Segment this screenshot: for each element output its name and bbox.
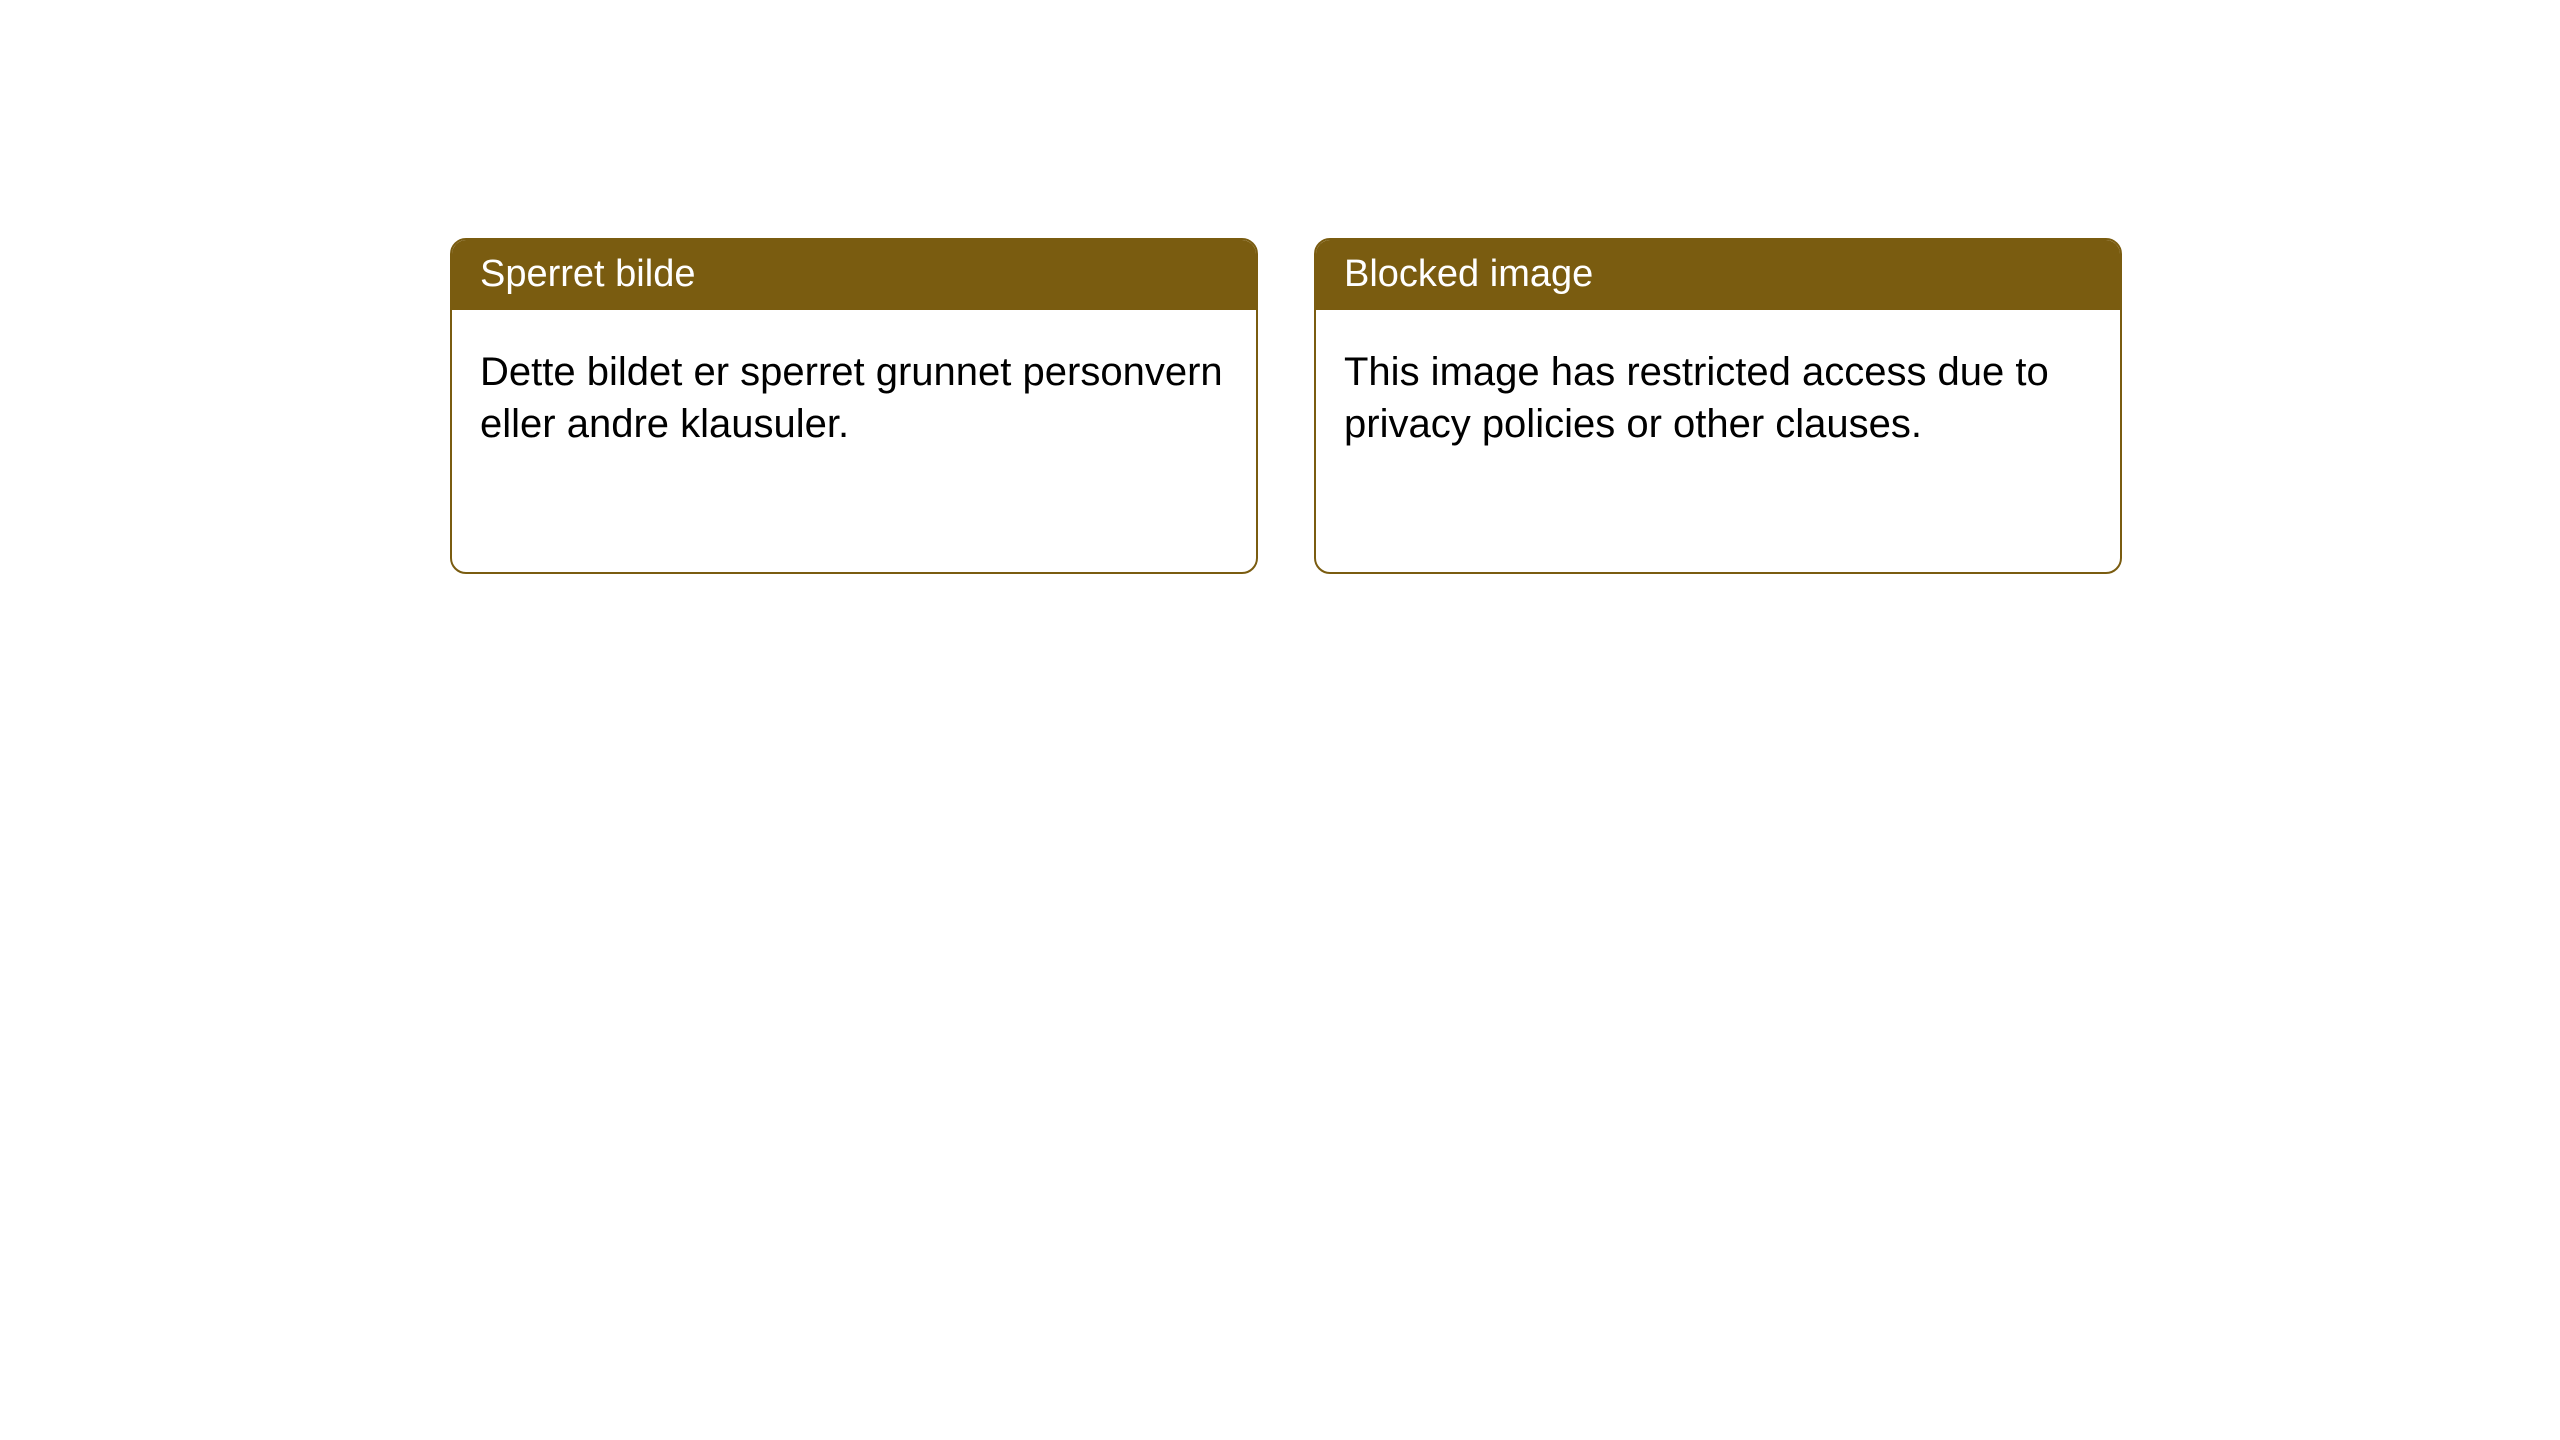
notice-card-english: Blocked image This image has restricted … bbox=[1314, 238, 2122, 574]
notice-card-norwegian: Sperret bilde Dette bildet er sperret gr… bbox=[450, 238, 1258, 574]
card-header: Blocked image bbox=[1316, 240, 2120, 310]
card-body: This image has restricted access due to … bbox=[1316, 310, 2120, 486]
card-title: Sperret bilde bbox=[480, 253, 695, 295]
card-title: Blocked image bbox=[1344, 253, 1593, 295]
card-header: Sperret bilde bbox=[452, 240, 1256, 310]
card-body: Dette bildet er sperret grunnet personve… bbox=[452, 310, 1256, 486]
card-body-text: Dette bildet er sperret grunnet personve… bbox=[480, 350, 1223, 446]
card-body-text: This image has restricted access due to … bbox=[1344, 350, 2049, 446]
notice-cards-container: Sperret bilde Dette bildet er sperret gr… bbox=[450, 238, 2122, 574]
